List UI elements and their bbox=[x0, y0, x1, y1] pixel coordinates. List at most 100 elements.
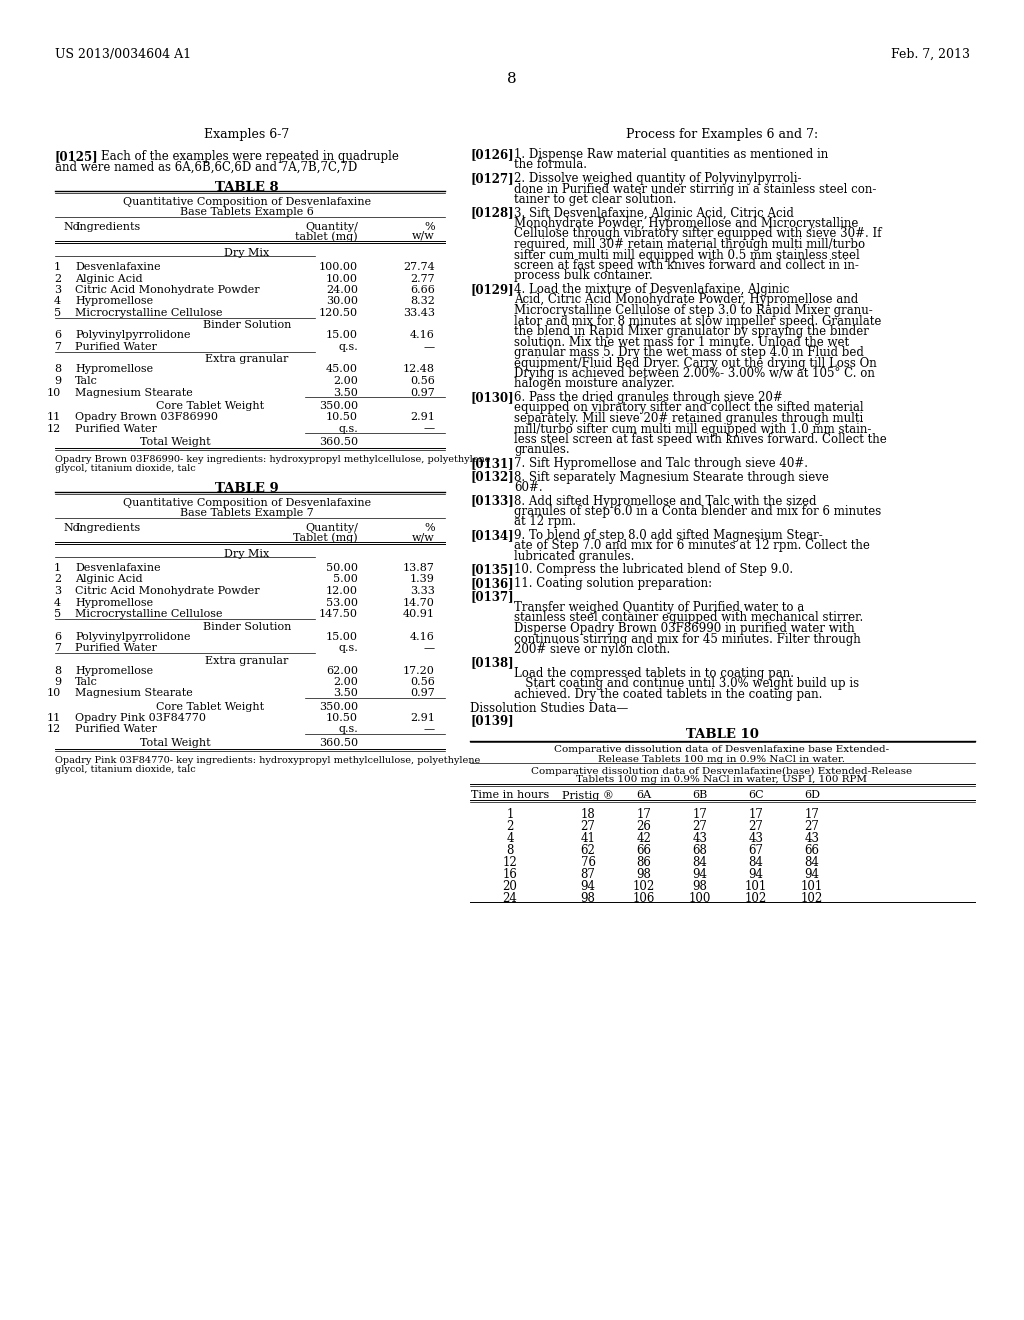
Text: Tablets 100 mg in 0.9% NaCl in water, USP I, 100 RPM: Tablets 100 mg in 0.9% NaCl in water, US… bbox=[577, 776, 867, 784]
Text: ate of Step 7.0 and mix for 6 minutes at 12 rpm. Collect the: ate of Step 7.0 and mix for 6 minutes at… bbox=[514, 540, 869, 553]
Text: Monohydrate Powder, Hypromellose and Microcrystalline: Monohydrate Powder, Hypromellose and Mic… bbox=[514, 216, 858, 230]
Text: [0130]: [0130] bbox=[470, 391, 514, 404]
Text: [0127]: [0127] bbox=[470, 172, 514, 185]
Text: 2.91: 2.91 bbox=[411, 412, 435, 422]
Text: 30.00: 30.00 bbox=[326, 297, 358, 306]
Text: 94: 94 bbox=[692, 867, 708, 880]
Text: granules.: granules. bbox=[514, 444, 569, 457]
Text: —: — bbox=[424, 643, 435, 653]
Text: Binder Solution: Binder Solution bbox=[203, 321, 291, 330]
Text: 1.39: 1.39 bbox=[411, 574, 435, 585]
Text: [0134]: [0134] bbox=[470, 529, 514, 543]
Text: 101: 101 bbox=[801, 879, 823, 892]
Text: equipped on vibratory sifter and collect the sifted material: equipped on vibratory sifter and collect… bbox=[514, 401, 863, 414]
Text: [0133]: [0133] bbox=[470, 495, 514, 507]
Text: Hypromellose: Hypromellose bbox=[75, 364, 154, 375]
Text: 2: 2 bbox=[506, 820, 514, 833]
Text: [0126]: [0126] bbox=[470, 148, 514, 161]
Text: Desvenlafaxine: Desvenlafaxine bbox=[75, 261, 161, 272]
Text: glycol, titanium dioxide, talc: glycol, titanium dioxide, talc bbox=[55, 766, 196, 774]
Text: 86: 86 bbox=[637, 855, 651, 869]
Text: No: No bbox=[63, 222, 80, 232]
Text: Magnesium Stearate: Magnesium Stearate bbox=[75, 388, 193, 397]
Text: 27: 27 bbox=[581, 820, 595, 833]
Text: process bulk container.: process bulk container. bbox=[514, 269, 652, 282]
Text: 100.00: 100.00 bbox=[318, 261, 358, 272]
Text: Opadry Pink 03F84770: Opadry Pink 03F84770 bbox=[75, 713, 206, 723]
Text: screen at fast speed with knives forward and collect in in-: screen at fast speed with knives forward… bbox=[514, 259, 859, 272]
Text: 106: 106 bbox=[633, 891, 655, 904]
Text: 0.97: 0.97 bbox=[411, 388, 435, 397]
Text: —: — bbox=[424, 342, 435, 352]
Text: equipment/Fluid Bed Dryer. Carry out the drying till Loss On: equipment/Fluid Bed Dryer. Carry out the… bbox=[514, 356, 877, 370]
Text: 94: 94 bbox=[805, 867, 819, 880]
Text: required, mill 30# retain material through multi mill/turbo: required, mill 30# retain material throu… bbox=[514, 238, 865, 251]
Text: 5.00: 5.00 bbox=[333, 574, 358, 585]
Text: 27: 27 bbox=[749, 820, 764, 833]
Text: 11. Coating solution preparation:: 11. Coating solution preparation: bbox=[514, 577, 712, 590]
Text: 15.00: 15.00 bbox=[326, 330, 358, 341]
Text: 7: 7 bbox=[54, 643, 61, 653]
Text: 2.00: 2.00 bbox=[333, 376, 358, 385]
Text: 17: 17 bbox=[692, 808, 708, 821]
Text: less steel screen at fast speed with knives forward. Collect the: less steel screen at fast speed with kni… bbox=[514, 433, 887, 446]
Text: 12: 12 bbox=[503, 855, 517, 869]
Text: 8: 8 bbox=[54, 665, 61, 676]
Text: 14.70: 14.70 bbox=[403, 598, 435, 607]
Text: [0131]: [0131] bbox=[470, 457, 514, 470]
Text: 40.91: 40.91 bbox=[403, 609, 435, 619]
Text: 5: 5 bbox=[54, 609, 61, 619]
Text: lubricated granules.: lubricated granules. bbox=[514, 550, 635, 564]
Text: 10: 10 bbox=[47, 689, 61, 698]
Text: Citric Acid Monohydrate Powder: Citric Acid Monohydrate Powder bbox=[75, 586, 260, 597]
Text: Total Weight: Total Weight bbox=[139, 437, 210, 447]
Text: 62: 62 bbox=[581, 843, 595, 857]
Text: Tablet (mg): Tablet (mg) bbox=[293, 532, 358, 543]
Text: [0128]: [0128] bbox=[470, 206, 514, 219]
Text: 66: 66 bbox=[637, 843, 651, 857]
Text: 98: 98 bbox=[692, 879, 708, 892]
Text: 43: 43 bbox=[805, 832, 819, 845]
Text: 27: 27 bbox=[692, 820, 708, 833]
Text: Microcrystalline Cellulose: Microcrystalline Cellulose bbox=[75, 609, 222, 619]
Text: 6B: 6B bbox=[692, 791, 708, 800]
Text: 27: 27 bbox=[805, 820, 819, 833]
Text: 43: 43 bbox=[692, 832, 708, 845]
Text: Talc: Talc bbox=[75, 677, 98, 686]
Text: q.s.: q.s. bbox=[338, 342, 358, 352]
Text: at 12 rpm.: at 12 rpm. bbox=[514, 516, 575, 528]
Text: done in Purified water under stirring in a stainless steel con-: done in Purified water under stirring in… bbox=[514, 182, 877, 195]
Text: Dry Mix: Dry Mix bbox=[224, 549, 269, 558]
Text: 17: 17 bbox=[749, 808, 764, 821]
Text: 12.48: 12.48 bbox=[403, 364, 435, 375]
Text: 1. Dispense Raw material quantities as mentioned in: 1. Dispense Raw material quantities as m… bbox=[514, 148, 828, 161]
Text: 8: 8 bbox=[507, 73, 517, 86]
Text: 8. Add sifted Hypromellose and Talc with the sized: 8. Add sifted Hypromellose and Talc with… bbox=[514, 495, 816, 507]
Text: Polyvinylpyrrolidone: Polyvinylpyrrolidone bbox=[75, 631, 190, 642]
Text: 8: 8 bbox=[54, 364, 61, 375]
Text: 8.32: 8.32 bbox=[411, 297, 435, 306]
Text: No.: No. bbox=[63, 523, 83, 533]
Text: Base Tablets Example 7: Base Tablets Example 7 bbox=[180, 508, 314, 517]
Text: Purified Water: Purified Water bbox=[75, 424, 157, 433]
Text: 3.33: 3.33 bbox=[411, 586, 435, 597]
Text: Drying is achieved between 2.00%- 3.00% w/w at 105° C. on: Drying is achieved between 2.00%- 3.00% … bbox=[514, 367, 874, 380]
Text: 12: 12 bbox=[47, 725, 61, 734]
Text: Desvenlafaxine: Desvenlafaxine bbox=[75, 564, 161, 573]
Text: Examples 6-7: Examples 6-7 bbox=[205, 128, 290, 141]
Text: Core Tablet Weight: Core Tablet Weight bbox=[156, 702, 264, 711]
Text: 18: 18 bbox=[581, 808, 595, 821]
Text: 17: 17 bbox=[637, 808, 651, 821]
Text: 6D: 6D bbox=[804, 791, 820, 800]
Text: Alginic Acid: Alginic Acid bbox=[75, 574, 142, 585]
Text: %: % bbox=[424, 523, 435, 533]
Text: Process for Examples 6 and 7:: Process for Examples 6 and 7: bbox=[626, 128, 818, 141]
Text: 3: 3 bbox=[54, 285, 61, 294]
Text: separately. Mill sieve 20# retained granules through multi: separately. Mill sieve 20# retained gran… bbox=[514, 412, 863, 425]
Text: Time in hours: Time in hours bbox=[471, 791, 549, 800]
Text: Opadry Brown 03F86990- key ingredients: hydroxypropyl methylcellulose, polyethyl: Opadry Brown 03F86990- key ingredients: … bbox=[55, 455, 490, 465]
Text: 10: 10 bbox=[47, 388, 61, 397]
Text: Quantity/: Quantity/ bbox=[305, 523, 358, 533]
Text: Comparative dissolution data of Desvenlafaxine base Extended-: Comparative dissolution data of Desvenla… bbox=[554, 746, 890, 755]
Text: 17: 17 bbox=[805, 808, 819, 821]
